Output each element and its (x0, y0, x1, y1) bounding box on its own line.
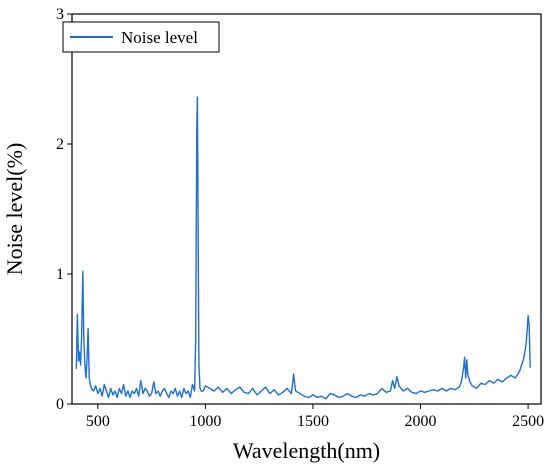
series-layer (75, 96, 531, 400)
x-axis-title: Wavelength(nm) (233, 438, 380, 463)
legend-label-noise-level: Noise level (121, 28, 198, 47)
series-line-noise-level (75, 96, 531, 400)
x-axis-ticks: 500 1000 1500 2000 2500 (86, 404, 544, 430)
y-axis-title: Noise level(%) (2, 143, 27, 276)
y-tick-label: 0 (56, 396, 64, 413)
y-tick-label: 2 (56, 136, 64, 153)
legend: Noise level (62, 21, 220, 53)
x-tick-label: 1500 (297, 413, 329, 430)
y-tick-label: 3 (56, 6, 64, 23)
x-tick-label: 2000 (405, 413, 437, 430)
x-tick-label: 2500 (512, 413, 544, 430)
x-tick-label: 1000 (189, 413, 221, 430)
x-tick-label: 500 (86, 413, 110, 430)
y-tick-label: 1 (56, 266, 64, 283)
plot-border (71, 13, 542, 405)
y-axis-ticks: 0 1 2 3 (56, 6, 72, 413)
plot-frame (71, 13, 542, 405)
